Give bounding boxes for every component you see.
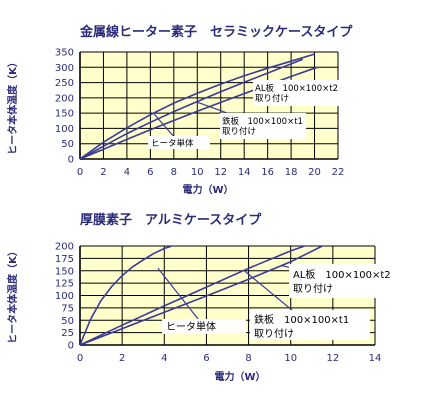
y-tick-label: 0 [68, 155, 74, 166]
x-tick-label: 0 [77, 353, 83, 364]
x-tick-label: 2 [100, 167, 106, 178]
y-tick-label: 50 [61, 139, 74, 150]
x-tick-label: 8 [171, 167, 177, 178]
y-tick-label: 200 [55, 242, 74, 253]
annotation-box [253, 80, 345, 106]
x-tick-label: 4 [161, 353, 167, 364]
y-tick-label: 75 [61, 303, 74, 314]
y-tick-label: 300 [55, 63, 74, 74]
annotation-label: 取り付け [255, 93, 289, 104]
series-line-2 [80, 246, 323, 345]
annotation-label: 鉄板 100×100×t1 [222, 116, 303, 127]
annotation-label: ヒータ単体 [151, 138, 194, 149]
annotation-label: ヒータ単体 [166, 320, 216, 333]
x-tick-label: 14 [238, 167, 251, 178]
annotation-label: 取り付け [222, 126, 256, 137]
annotation-box [250, 310, 370, 340]
y-tick-label: 150 [55, 266, 74, 277]
annotation-label: 取り付け [293, 282, 333, 295]
annotation-box [220, 113, 306, 139]
y-tick-label: 200 [55, 93, 74, 104]
y-tick-label: 250 [55, 78, 74, 89]
annotation-label: 鉄板 100×100×t1 [254, 313, 349, 326]
x-tick-label: 8 [245, 353, 251, 364]
annotation-box [162, 319, 246, 334]
chart-ceramic-case: 金属線ヒーター素子 セラミックケースタイプ 0 2 4 6 8 10 12 14 16 18 20 22… [6, 24, 353, 196]
y-tick-label: 100 [55, 124, 74, 135]
x-tick-label: 10 [284, 353, 297, 364]
x-tick-label: 22 [332, 167, 345, 178]
x-tick-label: 4 [124, 167, 130, 178]
y-tick-label: 50 [61, 316, 74, 327]
y-tick-label: 150 [55, 109, 74, 120]
annotation-box [289, 264, 415, 298]
x-tick-label: 2 [119, 353, 125, 364]
annotation-box [148, 136, 210, 149]
x-tick-label: 6 [147, 167, 153, 178]
series-line-0 [80, 246, 175, 345]
x-tick-label: 12 [326, 353, 339, 364]
series-line-0 [80, 53, 315, 159]
x-axis-title: 電力（W） [214, 370, 265, 383]
chart-title: 厚膜素子 アルミケースタイプ [80, 212, 262, 228]
chart-title: 金属線ヒーター素子 セラミックケースタイプ [79, 24, 353, 40]
y-tick-label: 0 [68, 341, 74, 352]
x-tick-label: 14 [369, 353, 382, 364]
y-tick-label: 125 [55, 279, 74, 290]
x-tick-label: 10 [191, 167, 204, 178]
x-tick-label: 6 [203, 353, 209, 364]
y-axis-title: ヒータ本体温度（K） [6, 246, 19, 344]
y-tick-label: 100 [55, 291, 74, 302]
series-line-1 [80, 58, 304, 159]
annotation-label: AL板 100×100×t2 [255, 83, 338, 94]
annotation-leader-line [157, 267, 205, 327]
x-tick-label: 16 [261, 167, 274, 178]
x-tick-label: 18 [285, 167, 298, 178]
y-tick-label: 350 [55, 48, 74, 59]
y-axis-title: ヒータ本体温度（K） [6, 57, 19, 155]
x-tick-label: 0 [77, 167, 83, 178]
annotation-label: 取り付け [254, 327, 294, 340]
x-tick-label: 12 [214, 167, 227, 178]
y-tick-label: 25 [61, 328, 74, 339]
x-tick-label: 20 [308, 167, 321, 178]
annotation-label: AL板 100×100×t2 [293, 268, 391, 281]
x-axis-title: 電力（W） [182, 183, 233, 196]
series-line-1 [80, 246, 308, 345]
y-tick-label: 175 [55, 254, 74, 265]
